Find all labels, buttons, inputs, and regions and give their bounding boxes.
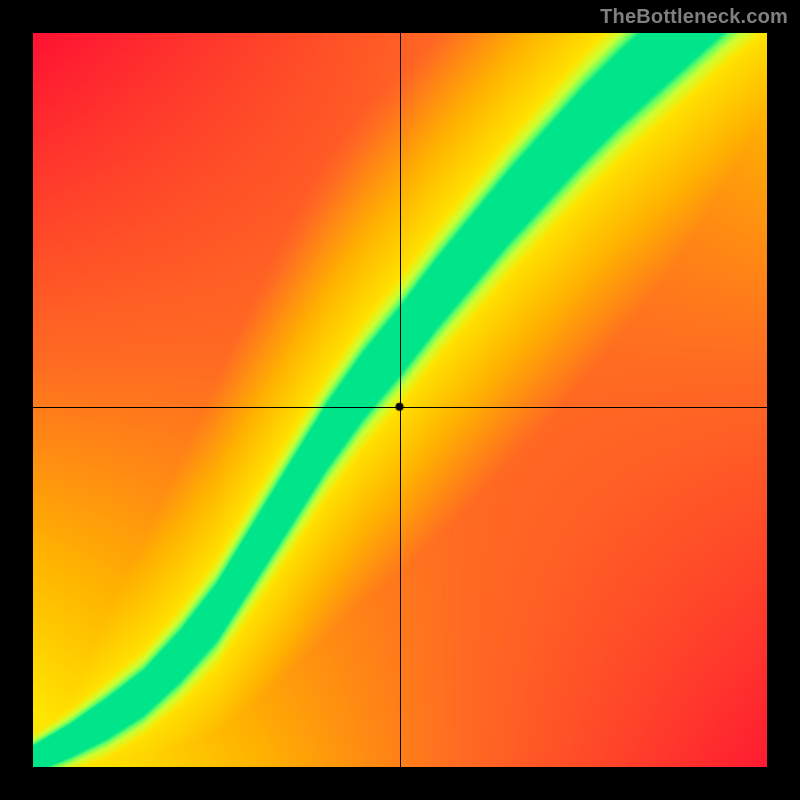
watermark-label: TheBottleneck.com bbox=[600, 6, 788, 29]
chart-container: TheBottleneck.com bbox=[0, 0, 800, 800]
crosshair-vertical bbox=[400, 0, 401, 800]
